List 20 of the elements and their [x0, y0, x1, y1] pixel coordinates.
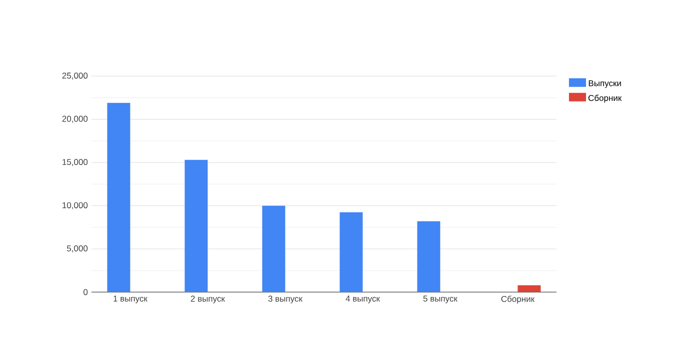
- y-tick-label: 0: [84, 289, 88, 296]
- y-tick-label: 10,000: [62, 202, 88, 210]
- y-tick-label: 25,000: [62, 72, 88, 80]
- bar: [262, 206, 286, 292]
- x-tick-label: 4 выпуск: [346, 296, 380, 304]
- x-tick-label: Сборник: [501, 296, 535, 304]
- bar: [518, 285, 541, 292]
- y-tick-label: 5,000: [66, 245, 88, 252]
- x-tick-label: 3 выпуск: [268, 296, 302, 304]
- legend-label: Выпуски: [588, 80, 621, 88]
- x-tick-label: 2 выпуск: [190, 296, 225, 304]
- bar: [107, 102, 130, 292]
- x-tick-label: 5 выпуск: [423, 296, 458, 304]
- x-tick-label: 1 выпуск: [114, 296, 148, 304]
- legend-label: Сборник: [588, 94, 622, 103]
- y-tick-label: 20,000: [62, 116, 88, 123]
- bar: [417, 221, 440, 292]
- bar: [184, 160, 208, 292]
- y-tick-label: 15,000: [62, 159, 88, 166]
- bar: [340, 212, 363, 292]
